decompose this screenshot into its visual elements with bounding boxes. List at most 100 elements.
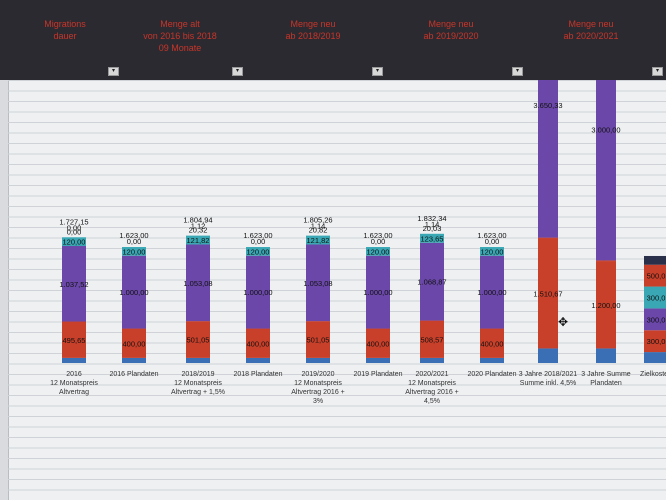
category-label: Altvertrag + 1,5% (171, 389, 225, 396)
data-label: 20,32 (189, 226, 208, 235)
filter-dropdown-button[interactable]: ▾ (232, 67, 243, 76)
bar-segment (186, 235, 210, 245)
category-label: 2019 Plandaten (353, 371, 402, 378)
data-label: 400,00 (367, 339, 390, 348)
bar-segment (480, 328, 504, 330)
bar-segment (644, 308, 666, 331)
header-text: Menge neu (428, 19, 474, 29)
bar-segment (644, 264, 666, 287)
category-label: 2016 Plandaten (109, 371, 158, 378)
total-label: 1.623,00 (477, 231, 506, 240)
data-label: 0,00 (251, 237, 266, 246)
bar-segment (62, 237, 86, 247)
data-label: 1.510,67 (533, 289, 562, 298)
bar-segment (246, 247, 270, 256)
bar-segment (538, 237, 558, 239)
header-col-menge-neu-2019: Menge neu ab 2019/2020 (396, 18, 506, 42)
data-label: 1,14 (311, 222, 326, 231)
header-text: Menge neu (290, 19, 336, 29)
header-text: von 2016 bis 2018 (143, 31, 217, 41)
category-label: 12 Monatspreis (174, 380, 222, 387)
category-label: 12 Monatspreis (50, 380, 98, 387)
data-label: 1.200,00 (591, 301, 620, 310)
header-col-menge-alt: Menge alt von 2016 bis 2018 09 Monate (125, 18, 235, 54)
filter-dropdown-button[interactable]: ▾ (512, 67, 523, 76)
total-label: 1.727,15 (59, 217, 88, 226)
data-label: 300,0 (647, 337, 666, 346)
bar-segment (306, 235, 330, 245)
total-label: 1.623,00 (243, 231, 272, 240)
filter-dropdown-button[interactable]: ▾ (108, 67, 119, 76)
category-label: Altvertrag 2016 + (405, 389, 459, 396)
category-label: 2016 (66, 371, 82, 378)
category-label: Altvertrag (59, 389, 89, 396)
category-label: 3 Jahre Summe (581, 371, 631, 378)
data-label: 0,00 (127, 237, 142, 246)
header-col-migrationsdauer: Migrations dauer (10, 18, 120, 42)
bar-segment (596, 261, 616, 349)
category-label: 2020 Plandaten (467, 371, 516, 378)
total-label: 1.804,94 (183, 216, 212, 225)
bar-segment (62, 246, 86, 322)
bar-segment (596, 348, 616, 363)
category-label: 4,5% (424, 398, 440, 405)
data-label: 120,00 (247, 247, 270, 256)
bar-segment (644, 255, 666, 265)
bar-segment (420, 320, 444, 322)
total-label: 1.623,00 (363, 231, 392, 240)
bar-segment (366, 357, 390, 363)
bar-segment (62, 321, 86, 358)
bar-segment (246, 328, 270, 358)
bar-segment (366, 328, 390, 358)
category-label: Summe inkl. 4,5% (520, 380, 576, 387)
data-label: 0,00 (67, 227, 82, 236)
data-label: 0,00 (67, 223, 82, 232)
header-text: 09 Monate (158, 43, 202, 53)
filter-dropdown-button[interactable]: ▾ (652, 67, 663, 76)
bar-segment (366, 247, 390, 256)
data-label: 400,00 (481, 339, 504, 348)
data-label: 1.000,00 (119, 288, 148, 297)
bar-segment (644, 330, 666, 353)
bar-segment (306, 244, 330, 322)
data-label: 1.053,08 (303, 279, 332, 288)
header-text: ab 2020/2021 (563, 31, 619, 41)
bar-segment (186, 321, 210, 322)
filter-dropdown-button[interactable]: ▾ (372, 67, 383, 76)
spreadsheet-header-row: Migrations dauer Menge alt von 2016 bis … (0, 0, 666, 80)
data-label: 1.000,00 (363, 288, 392, 297)
data-label: 120,00 (123, 247, 146, 256)
total-label: 1.832,34 (417, 214, 446, 223)
header-text: Menge neu (568, 19, 614, 29)
bar-segment (122, 328, 146, 358)
bar-segment (306, 321, 330, 358)
data-label: 300,0 (647, 293, 666, 302)
bar-segment (420, 233, 444, 243)
category-label: 12 Monatspreis (294, 380, 342, 387)
data-label: 3.000,00 (591, 125, 620, 134)
data-label: 120,00 (63, 238, 86, 247)
data-label: 501,05 (307, 336, 330, 345)
bar-segment (62, 357, 86, 363)
category-label: Altvertrag 2016 + (291, 389, 345, 396)
bar-segment (246, 357, 270, 363)
bar-segment (186, 357, 210, 363)
data-label: 20,03 (423, 224, 442, 233)
category-label: Zielkosten (640, 371, 666, 378)
move-cursor-icon: ✥ (558, 315, 569, 329)
category-label: 3% (313, 398, 323, 405)
stacked-bar-chart: 495,653,811.037,52120,000,000,001.727,15… (50, 80, 666, 405)
data-label: 123,65 (421, 234, 444, 243)
bar-segment (420, 242, 444, 321)
category-label: 2019/2020 (301, 371, 334, 378)
data-label: 121,82 (187, 236, 210, 245)
bar-segment (306, 321, 330, 322)
bar-segment (480, 247, 504, 256)
data-label: 1,14 (425, 220, 440, 229)
header-text: Migrations (44, 19, 86, 29)
bar-segment (246, 255, 270, 329)
bar-segment (538, 348, 558, 363)
data-label: 508,57 (421, 335, 444, 344)
header-col-menge-neu-2018: Menge neu ab 2018/2019 (258, 18, 368, 42)
data-label: 1.000,00 (477, 288, 506, 297)
